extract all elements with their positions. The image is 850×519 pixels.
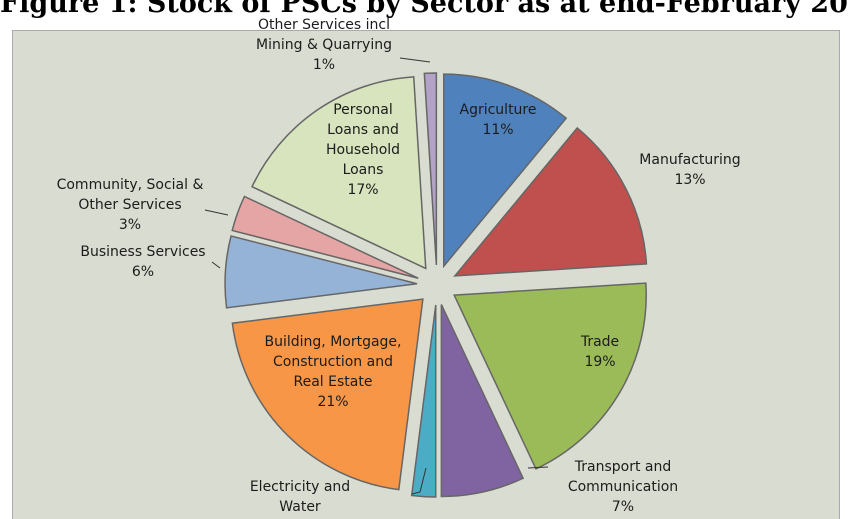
leader-line [411,467,427,495]
pie-slice [231,298,424,491]
slice-label: Community, Social & Other Services 3% [50,175,210,235]
slice-label: Trade 19% [550,332,650,372]
slice-label: Personal Loans and Household Loans 17% [313,100,413,200]
pie-slice [231,195,419,279]
leader-line [399,57,431,63]
category-name: Transport and Communication [567,459,679,495]
pie-slice [453,126,648,277]
slice-label: Building, Mortgage, Construction and Rea… [258,332,408,412]
leader-line [527,466,549,469]
value-label: 19% [584,354,616,370]
slice-label: Business Services 6% [63,242,223,282]
category-name: Other Services incl Mining & Quarrying [256,17,392,53]
leader-line [204,209,229,216]
pie-slice [224,235,418,309]
value-label: 1% [312,57,336,73]
value-label: 17% [347,182,379,198]
slice-label: Agriculture 11% [443,100,553,140]
value-label: 11% [482,122,514,138]
value-label: 21% [317,394,349,410]
category-name: Building, Mortgage, Construction and Rea… [264,334,402,390]
slice-label: Other Services incl Mining & Quarrying 1% [239,15,409,75]
value-label: 3% [118,217,142,233]
category-name: Agriculture [459,102,537,118]
pie-slice [423,72,438,266]
category-name: Business Services [80,244,206,260]
slice-label: Manufacturing 13% [615,150,765,190]
value-label: 13% [674,172,706,188]
pie-slice [443,73,568,269]
category-name: Trade [580,334,620,350]
pie-slice [251,76,427,270]
category-name: Community, Social & Other Services [56,177,204,213]
pie-slice [410,304,437,498]
slice-label: Electricity and Water [230,477,370,517]
category-name: Personal Loans and Household Loans [325,102,401,178]
pie-slice [453,282,647,470]
slice-label: Transport and Communication 7% [543,457,703,517]
pie-slice [440,304,525,498]
leader-line [211,261,221,269]
chart-title: Figure 1: Stock of PSCs by Sector as at … [0,0,850,19]
value-label: 6% [131,264,155,280]
category-name: Manufacturing [639,152,741,168]
category-name: Electricity and Water [249,479,351,515]
value-label: 7% [611,499,635,515]
